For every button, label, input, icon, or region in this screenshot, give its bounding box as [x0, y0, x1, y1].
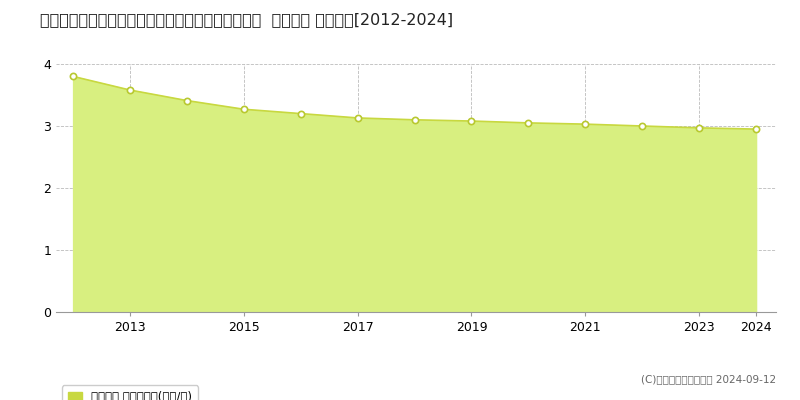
Text: (C)土地価格ドットコム 2024-09-12: (C)土地価格ドットコム 2024-09-12	[641, 374, 776, 384]
Legend: 地価公示 平均坪単価(万円/坪): 地価公示 平均坪単価(万円/坪)	[62, 386, 198, 400]
Text: 青森県北津軽郡鶴田町大字鶴田字鷹ノ尾６８番１７  地価公示 地価推移[2012-2024]: 青森県北津軽郡鶴田町大字鶴田字鷹ノ尾６８番１７ 地価公示 地価推移[2012-2…	[40, 12, 453, 27]
